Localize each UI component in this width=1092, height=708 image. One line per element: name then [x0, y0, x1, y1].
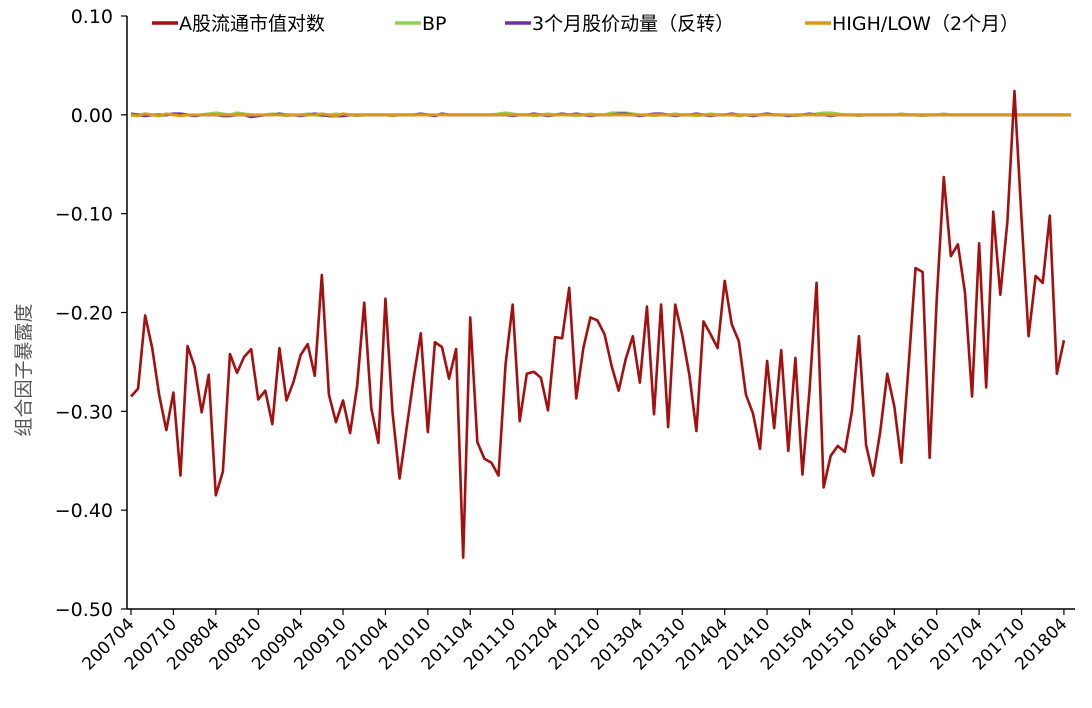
series-line-0 [130, 89, 1066, 559]
y-tick-label: −0.20 [55, 303, 113, 325]
y-tick-label: −0.10 [55, 204, 113, 226]
legend-label: HIGH/LOW（2个月） [832, 13, 1019, 35]
axes: 0.100.00−0.10−0.20−0.30−0.40−0.502007042… [55, 6, 1075, 674]
y-tick-label: 0.00 [71, 105, 113, 127]
series-line-3 [130, 112, 1071, 118]
legend-label: BP [422, 13, 447, 35]
series-layer [130, 89, 1071, 559]
y-tick-label: 0.10 [71, 6, 113, 28]
y-tick-label: −0.50 [55, 599, 113, 621]
legend: A股流通市值对数 BP 3个月股价动量（反转） HIGH/LOW（2个月） [152, 13, 1019, 35]
y-tick-label: −0.40 [55, 500, 113, 522]
legend-label: A股流通市值对数 [179, 13, 325, 35]
y-tick-label: −0.30 [55, 401, 113, 423]
y-axis-label: 组合因子暴露度 [13, 303, 35, 436]
legend-label: 3个月股价动量（反转） [532, 13, 734, 35]
